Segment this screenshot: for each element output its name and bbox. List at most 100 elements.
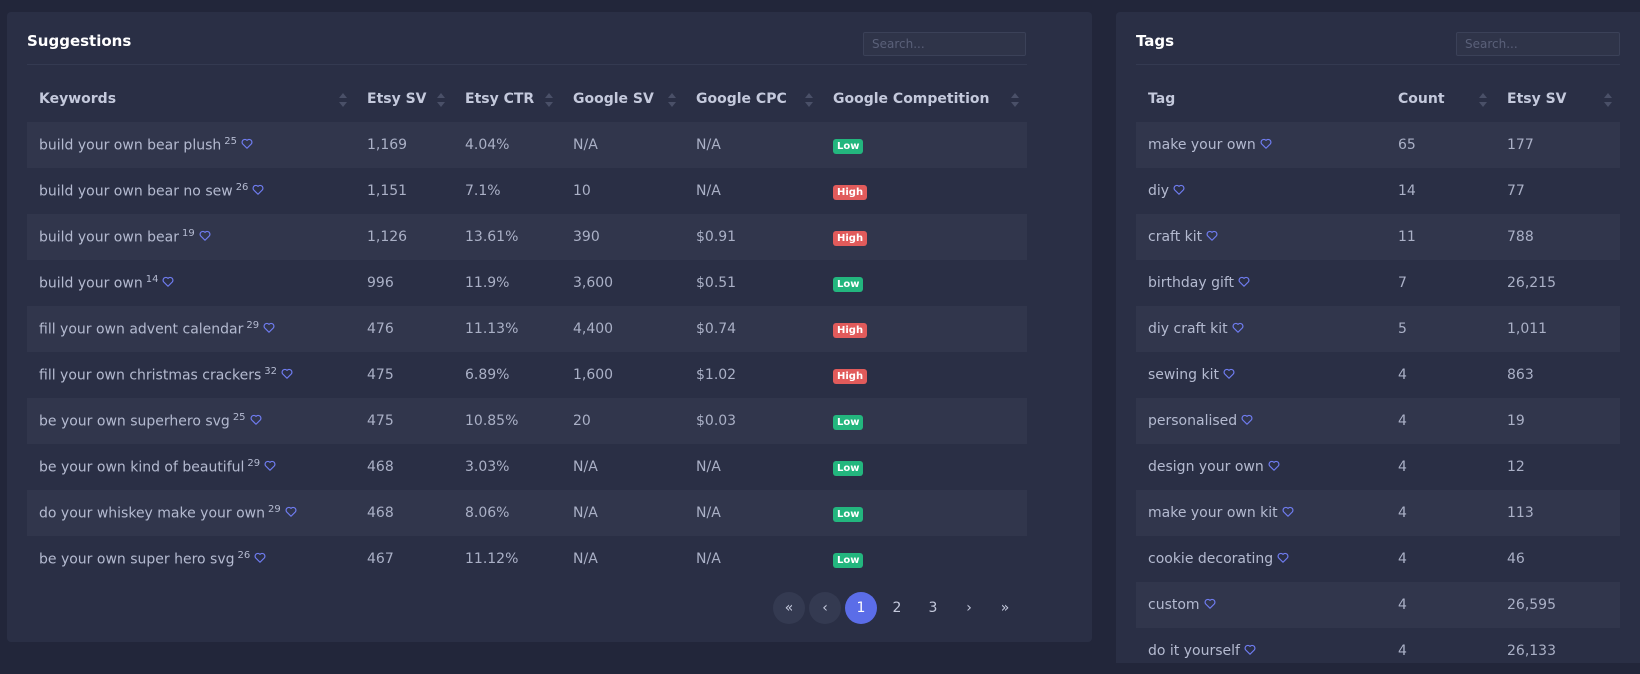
column-header-google-competition[interactable]: Google Competition [821, 76, 1027, 122]
etsy-sv-cell: 1,169 [367, 137, 408, 153]
tag-link[interactable]: custom [1148, 597, 1200, 613]
tag-link[interactable]: make your own [1148, 137, 1256, 153]
tag-link[interactable]: diy craft kit [1148, 321, 1228, 337]
keyword-word-count: 32 [264, 366, 278, 378]
keyword-cell: fill your own advent calendar 29 [27, 306, 355, 352]
google-cpc-cell: $0.51 [696, 275, 737, 291]
column-header-count[interactable]: Count [1386, 76, 1495, 122]
heart-icon[interactable] [285, 506, 297, 518]
table-row: birthday gift 7 26,215 [1136, 260, 1620, 306]
heart-icon[interactable] [1241, 414, 1253, 425]
tag-link[interactable]: sewing kit [1148, 367, 1219, 383]
heart-icon[interactable] [1232, 322, 1244, 333]
column-header-etsy-sv[interactable]: Etsy SV [355, 76, 453, 122]
count-cell: 4 [1398, 505, 1407, 521]
google-cpc-cell: $1.02 [696, 367, 737, 383]
column-header-etsy-ctr[interactable]: Etsy CTR [453, 76, 561, 122]
heart-icon[interactable] [1244, 644, 1256, 655]
tag-link[interactable]: cookie decorating [1148, 551, 1274, 567]
sort-arrows-icon [545, 93, 553, 107]
keyword-link[interactable]: be your own superhero svg [39, 413, 230, 430]
tag-link[interactable]: personalised [1148, 413, 1238, 429]
heart-icon[interactable] [250, 414, 262, 426]
page-2-button[interactable]: 2 [892, 600, 902, 616]
tag-link[interactable]: do it yourself [1148, 643, 1240, 659]
sort-arrows-icon [1604, 93, 1612, 107]
heart-icon[interactable] [1260, 138, 1272, 149]
keyword-link[interactable]: do your whiskey make your own [39, 505, 266, 522]
keyword-link[interactable]: fill your own advent calendar [39, 321, 244, 338]
keyword-link[interactable]: be your own kind of beautiful [39, 459, 245, 476]
tag-link[interactable]: birthday gift [1148, 275, 1235, 291]
next-page-button[interactable]: › [966, 600, 972, 616]
etsy-sv-cell: 26,595 [1507, 597, 1556, 613]
etsy-sv-cell: 1,126 [367, 229, 408, 245]
table-row: do your whiskey make your own 29 468 8.06% N… [27, 490, 1027, 536]
etsy-ctr-cell: 3.03% [465, 459, 510, 475]
heart-icon[interactable] [1204, 598, 1216, 609]
heart-icon[interactable] [281, 368, 293, 380]
column-header-etsy-sv[interactable]: Etsy SV [1495, 76, 1620, 122]
etsy-ctr-cell: 11.13% [465, 321, 519, 337]
heart-icon[interactable] [1282, 506, 1294, 517]
keyword-link[interactable]: be your own super hero svg [39, 551, 235, 568]
tags-search-input[interactable] [1456, 32, 1620, 56]
heart-icon[interactable] [1268, 460, 1280, 471]
heart-icon[interactable] [1238, 276, 1250, 287]
google-cpc-cell: $0.74 [696, 321, 737, 337]
heart-icon[interactable] [162, 276, 174, 288]
etsy-ctr-cell: 10.85% [465, 413, 519, 429]
column-header-google-sv[interactable]: Google SV [561, 76, 684, 122]
column-header-tag[interactable]: Tag [1136, 76, 1386, 122]
tag-cell: design your own [1136, 444, 1386, 490]
heart-icon[interactable] [263, 322, 275, 334]
table-row: fill your own christmas crackers 32 475 6.8… [27, 352, 1027, 398]
competition-badge: High [833, 230, 868, 246]
keyword-link[interactable]: build your own bear plush [39, 137, 222, 154]
heart-icon[interactable] [252, 184, 264, 196]
previous-page-button[interactable]: ‹ [809, 592, 841, 624]
etsy-ctr-cell: 11.12% [465, 551, 519, 567]
keyword-link[interactable]: build your own [39, 275, 143, 292]
page-1-button[interactable]: 1 [845, 592, 877, 624]
etsy-sv-cell: 1,151 [367, 183, 408, 199]
competition-badge: Low [833, 138, 864, 154]
tag-link[interactable]: craft kit [1148, 229, 1203, 245]
heart-icon[interactable] [241, 138, 253, 150]
suggestions-search-input[interactable] [863, 32, 1026, 56]
keyword-link[interactable]: build your own bear [39, 229, 179, 246]
column-header-keywords[interactable]: Keywords [27, 76, 355, 122]
etsy-sv-cell: 467 [367, 551, 394, 567]
google-sv-cell: N/A [573, 137, 598, 153]
tag-link[interactable]: diy [1148, 183, 1170, 199]
heart-icon[interactable] [199, 230, 211, 242]
google-sv-cell: N/A [573, 505, 598, 521]
first-page-button[interactable]: « [773, 592, 805, 624]
heart-icon[interactable] [1223, 368, 1235, 379]
google-cpc-cell: N/A [696, 505, 721, 521]
suggestions-panel: Suggestions Keywords Etsy SV Etsy CTR Go… [7, 12, 1092, 642]
last-page-button[interactable]: » [1000, 600, 1010, 616]
tag-link[interactable]: make your own kit [1148, 505, 1278, 521]
heart-icon[interactable] [1277, 552, 1289, 563]
tag-link[interactable]: design your own [1148, 459, 1264, 475]
suggestions-table: Keywords Etsy SV Etsy CTR Google SV Goog… [27, 76, 1027, 582]
etsy-ctr-cell: 4.04% [465, 137, 510, 153]
keyword-cell: fill your own christmas crackers 32 [27, 352, 355, 398]
table-row: be your own super hero svg 26 467 11.12% N/A… [27, 536, 1027, 582]
keyword-link[interactable]: build your own bear no sew [39, 183, 233, 200]
heart-icon[interactable] [264, 460, 276, 472]
column-header-label: Etsy CTR [465, 91, 535, 107]
column-header-label: Tag [1148, 91, 1176, 107]
column-header-label: Google SV [573, 91, 654, 107]
sort-arrows-icon [1011, 93, 1019, 107]
heart-icon[interactable] [254, 552, 266, 564]
page-3-button[interactable]: 3 [928, 600, 938, 616]
tag-cell: birthday gift [1136, 260, 1386, 306]
heart-icon[interactable] [1173, 184, 1185, 195]
competition-cell: Low [821, 444, 1027, 490]
google-sv-cell: 1,600 [573, 367, 614, 383]
column-header-google-cpc[interactable]: Google CPC [684, 76, 821, 122]
heart-icon[interactable] [1206, 230, 1218, 241]
keyword-link[interactable]: fill your own christmas crackers [39, 367, 262, 384]
